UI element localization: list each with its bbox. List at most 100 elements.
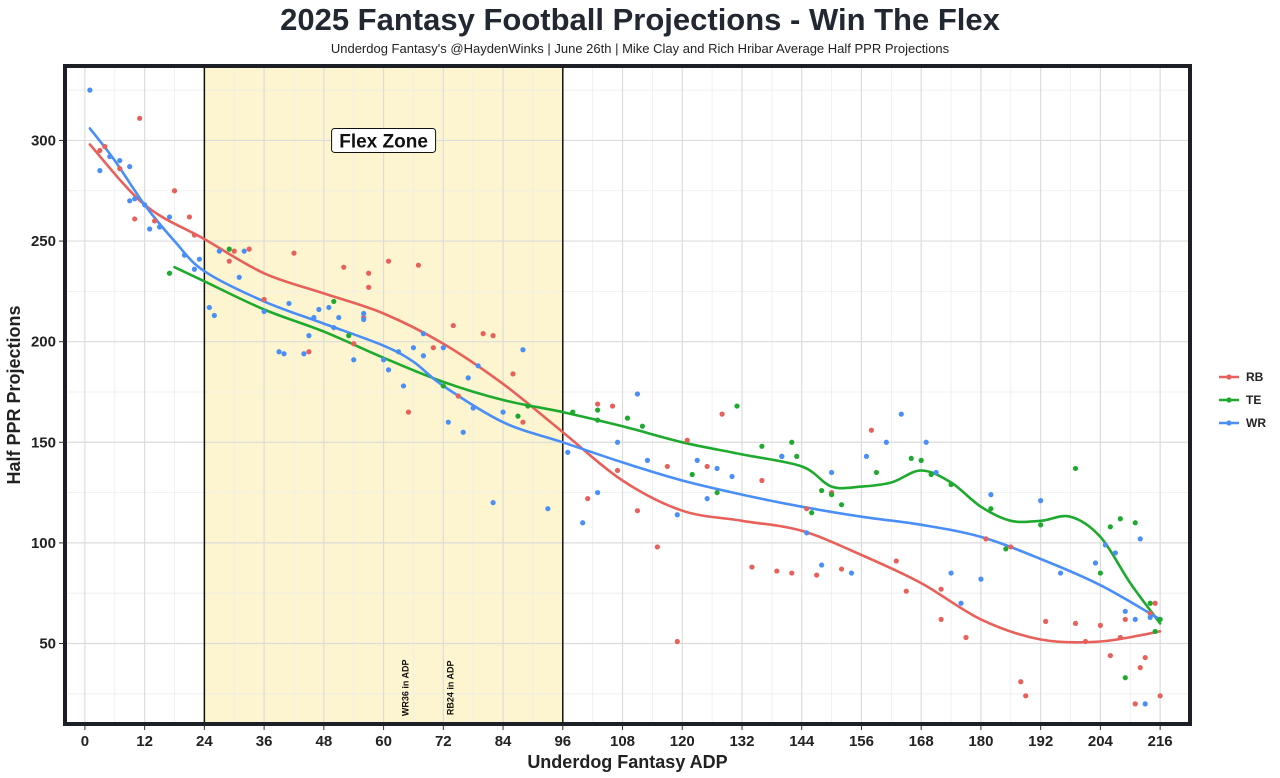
x-tick-label: 36: [256, 733, 273, 750]
wr-point: [306, 333, 312, 339]
rb-point: [520, 419, 526, 425]
wr-point: [351, 357, 357, 363]
legend-rb-marker: [1226, 374, 1232, 380]
rb-point: [1107, 652, 1113, 659]
rb-point: [585, 496, 591, 502]
te-point: [1122, 675, 1128, 681]
te-point: [1147, 600, 1153, 606]
wr-point: [276, 349, 282, 355]
wr-point: [147, 226, 153, 232]
wr-point: [261, 308, 267, 315]
te-point: [624, 415, 631, 421]
rb-point: [719, 411, 725, 417]
wr-point: [595, 489, 601, 496]
rb-point: [838, 566, 845, 572]
rb-point: [261, 296, 267, 303]
rb-point: [1147, 610, 1153, 616]
wr-point: [779, 453, 785, 459]
wr-point: [331, 324, 337, 331]
wr-point: [166, 214, 173, 220]
y-tick-label: 200: [31, 334, 56, 351]
wr-point: [156, 224, 163, 230]
rb-point: [759, 477, 765, 484]
wr-point: [714, 465, 720, 472]
wr-point: [206, 304, 212, 311]
legend-wr-label: WR: [1246, 416, 1266, 430]
rb-point: [1132, 701, 1138, 707]
wr-point: [988, 492, 994, 498]
te-point: [908, 455, 914, 461]
wr-point: [117, 157, 123, 164]
te-trend-line: [173, 265, 1162, 625]
wr-point: [704, 496, 710, 502]
wr-point: [948, 570, 954, 576]
wr-point: [361, 316, 367, 323]
wr-point: [470, 405, 476, 411]
wr-point: [181, 252, 188, 258]
te-point: [595, 417, 601, 423]
te-point: [1003, 546, 1009, 552]
x-tick-label: 180: [968, 733, 993, 750]
wr-trend-line: [88, 127, 1162, 621]
trend-lines: [88, 127, 1162, 644]
rb-point: [191, 232, 198, 238]
wr-point: [97, 168, 103, 174]
rb-point: [97, 147, 103, 154]
rb-point: [654, 544, 660, 550]
wr-point: [361, 310, 367, 317]
adp-annotation: RB24 in ADP: [445, 660, 455, 715]
wr-point: [460, 429, 466, 435]
wr-point: [1132, 616, 1138, 622]
te-point: [440, 383, 446, 389]
te-point: [714, 489, 720, 496]
rb-point: [609, 403, 616, 409]
rb-point: [102, 143, 108, 150]
y-axis-label: Half PPR Projections: [4, 305, 24, 484]
rb-point: [1122, 616, 1128, 622]
te-point: [948, 481, 954, 488]
wr-point: [465, 375, 471, 381]
rb-point: [1082, 638, 1089, 645]
x-tick-label: 24: [196, 733, 213, 750]
wr-point: [440, 345, 446, 351]
wr-point: [301, 351, 307, 357]
x-tick-label: 216: [1148, 733, 1173, 750]
wr-point: [634, 391, 641, 397]
x-tick-label: 48: [316, 733, 333, 750]
wr-point: [311, 314, 317, 321]
x-axis-label: Underdog Fantasy ADP: [527, 752, 727, 772]
wr-point: [211, 312, 217, 319]
wr-point: [565, 449, 571, 455]
x-tick-label: 84: [495, 733, 512, 750]
wr-point: [1057, 570, 1064, 576]
rb-point: [804, 506, 810, 512]
te-point: [1038, 522, 1044, 528]
rb-point: [684, 437, 690, 443]
wr-point: [380, 357, 387, 363]
te-point: [1117, 516, 1123, 522]
y-tick-label: 150: [31, 434, 56, 451]
wr-point: [127, 164, 133, 170]
wr-point: [819, 562, 825, 568]
rb-point: [490, 333, 496, 339]
legend-rb-label: RB: [1246, 370, 1264, 384]
te-point: [346, 333, 352, 339]
x-tick-label: 204: [1088, 733, 1114, 750]
rb-point: [450, 322, 456, 329]
wr-point: [196, 256, 203, 262]
x-tick-label: 120: [670, 733, 695, 750]
wr-point: [385, 367, 392, 373]
wr-point: [316, 306, 322, 313]
wr-point: [1092, 560, 1099, 566]
flex-zone-label-box: [331, 127, 437, 153]
te-point: [873, 469, 879, 476]
te-point: [1097, 570, 1103, 576]
rb-point: [415, 262, 422, 268]
wr-point: [216, 248, 222, 254]
x-tick-label: 156: [849, 733, 874, 750]
rb-point: [480, 331, 486, 337]
rb-point: [1152, 600, 1158, 606]
wr-point: [848, 570, 855, 576]
legend-te-marker: [1226, 397, 1232, 403]
legend-wr-marker: [1226, 420, 1232, 426]
